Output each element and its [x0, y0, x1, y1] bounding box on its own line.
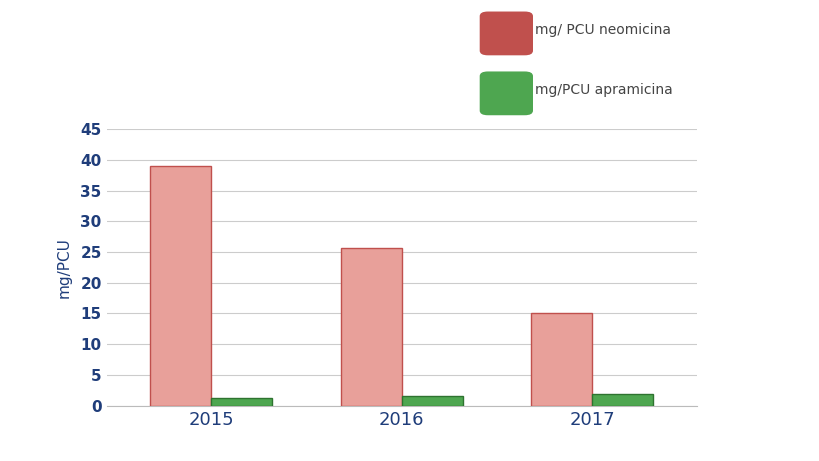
Text: mg/ PCU neomicina: mg/ PCU neomicina	[535, 23, 671, 37]
Bar	[341, 248, 401, 406]
Text: mg/PCU apramicina: mg/PCU apramicina	[535, 83, 672, 97]
Bar	[591, 394, 653, 406]
Bar	[150, 166, 211, 406]
Bar	[531, 313, 591, 406]
Y-axis label: mg/PCU: mg/PCU	[57, 237, 72, 298]
Bar	[401, 396, 462, 406]
Bar	[211, 398, 272, 406]
